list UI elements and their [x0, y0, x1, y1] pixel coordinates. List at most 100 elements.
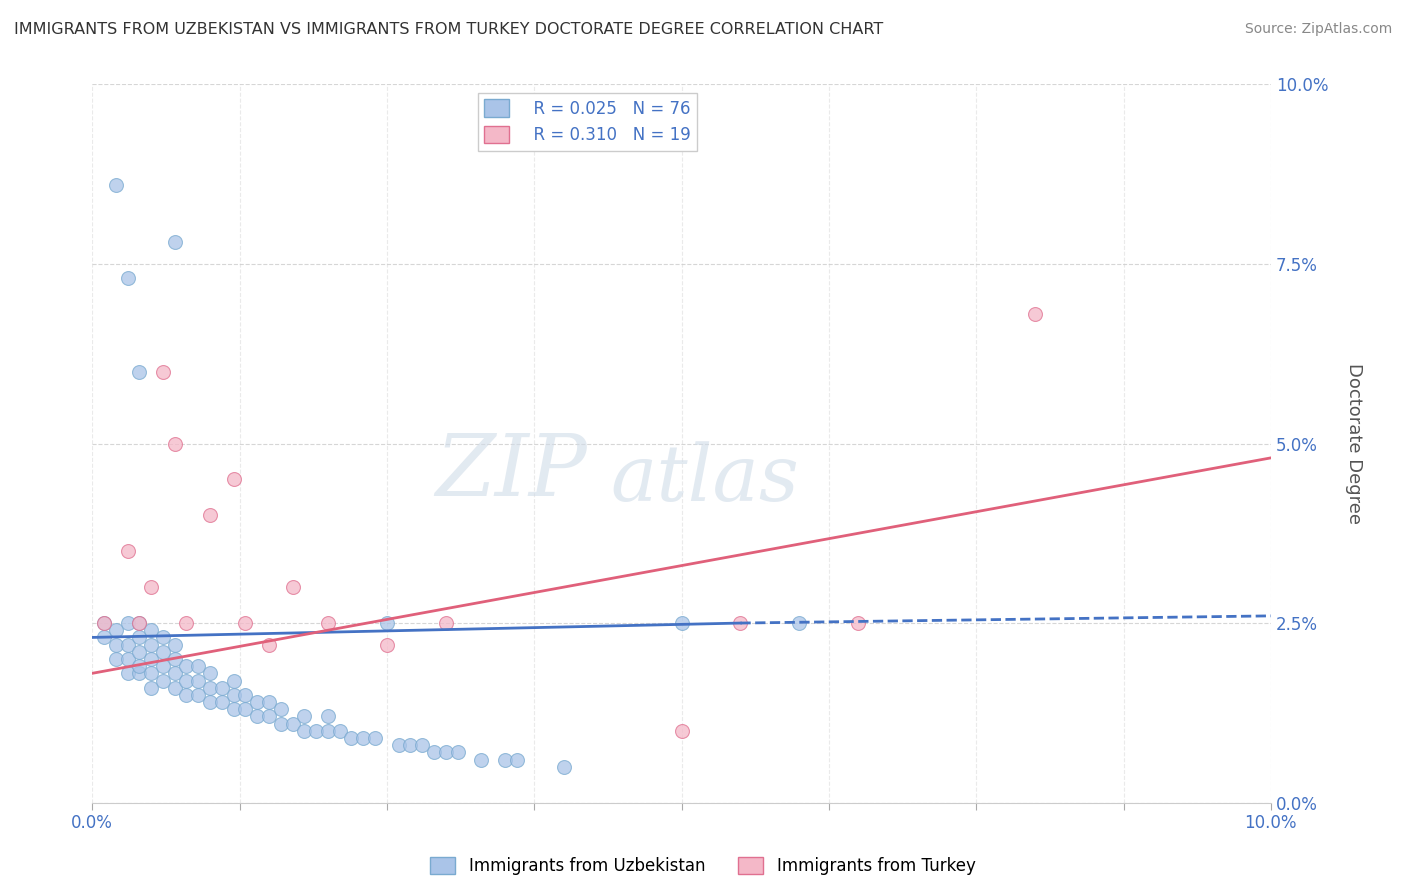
Point — [270, 702, 292, 716]
Point — [789, 615, 811, 630]
Point — [423, 745, 446, 759]
Point — [128, 645, 150, 659]
Point — [163, 436, 186, 450]
Point — [176, 673, 198, 688]
Point — [1024, 307, 1046, 321]
Point — [176, 688, 198, 702]
Point — [671, 615, 693, 630]
Point — [163, 652, 186, 666]
Point — [281, 580, 304, 594]
Point — [176, 615, 198, 630]
Point — [329, 723, 352, 738]
Point — [198, 681, 221, 695]
Point — [305, 723, 328, 738]
Point — [316, 723, 339, 738]
Point — [163, 666, 186, 681]
Point — [257, 638, 280, 652]
Point — [246, 695, 269, 709]
Point — [434, 615, 457, 630]
Point — [163, 681, 186, 695]
Text: Source: ZipAtlas.com: Source: ZipAtlas.com — [1244, 22, 1392, 37]
Point — [434, 745, 457, 759]
Point — [235, 702, 257, 716]
Point — [139, 624, 162, 638]
Point — [104, 638, 127, 652]
Point — [187, 659, 209, 673]
Point — [375, 638, 398, 652]
Text: IMMIGRANTS FROM UZBEKISTAN VS IMMIGRANTS FROM TURKEY DOCTORATE DEGREE CORRELATIO: IMMIGRANTS FROM UZBEKISTAN VS IMMIGRANTS… — [14, 22, 883, 37]
Point — [117, 666, 139, 681]
Point — [152, 645, 174, 659]
Point — [730, 615, 752, 630]
Point — [163, 235, 186, 250]
Point — [152, 659, 174, 673]
Point — [446, 745, 468, 759]
Text: atlas: atlas — [610, 442, 800, 517]
Point — [211, 695, 233, 709]
Point — [93, 615, 115, 630]
Point — [388, 738, 411, 752]
Point — [399, 738, 422, 752]
Text: ZIP: ZIP — [436, 431, 588, 514]
Point — [235, 688, 257, 702]
Point — [117, 615, 139, 630]
Point — [152, 631, 174, 645]
Point — [187, 688, 209, 702]
Point — [93, 615, 115, 630]
Point — [222, 472, 245, 486]
Point — [128, 615, 150, 630]
Point — [671, 723, 693, 738]
Point — [104, 624, 127, 638]
Point — [93, 631, 115, 645]
Point — [176, 659, 198, 673]
Point — [292, 723, 315, 738]
Point — [128, 365, 150, 379]
Point — [128, 659, 150, 673]
Point — [470, 752, 492, 766]
Point — [139, 681, 162, 695]
Point — [281, 716, 304, 731]
Point — [128, 666, 150, 681]
Point — [117, 638, 139, 652]
Point — [222, 702, 245, 716]
Point — [139, 652, 162, 666]
Point — [187, 673, 209, 688]
Point — [257, 709, 280, 723]
Point — [222, 673, 245, 688]
Point — [104, 652, 127, 666]
Point — [316, 615, 339, 630]
Point — [139, 638, 162, 652]
Point — [222, 688, 245, 702]
Point — [128, 615, 150, 630]
Point — [139, 580, 162, 594]
Point — [198, 695, 221, 709]
Point — [128, 631, 150, 645]
Point — [163, 638, 186, 652]
Point — [411, 738, 433, 752]
Point — [198, 508, 221, 523]
Point — [152, 673, 174, 688]
Legend:   R = 0.025   N = 76,   R = 0.310   N = 19: R = 0.025 N = 76, R = 0.310 N = 19 — [478, 93, 697, 151]
Point — [375, 615, 398, 630]
Point — [292, 709, 315, 723]
Point — [198, 666, 221, 681]
Point — [340, 731, 363, 745]
Point — [104, 178, 127, 192]
Point — [117, 544, 139, 558]
Point — [257, 695, 280, 709]
Point — [270, 716, 292, 731]
Point — [316, 709, 339, 723]
Point — [211, 681, 233, 695]
Point — [117, 652, 139, 666]
Point — [139, 666, 162, 681]
Point — [152, 365, 174, 379]
Point — [505, 752, 527, 766]
Point — [846, 615, 869, 630]
Point — [494, 752, 516, 766]
Point — [246, 709, 269, 723]
Point — [364, 731, 387, 745]
Point — [553, 760, 575, 774]
Point — [235, 615, 257, 630]
Y-axis label: Doctorate Degree: Doctorate Degree — [1346, 363, 1362, 524]
Legend: Immigrants from Uzbekistan, Immigrants from Turkey: Immigrants from Uzbekistan, Immigrants f… — [423, 850, 983, 882]
